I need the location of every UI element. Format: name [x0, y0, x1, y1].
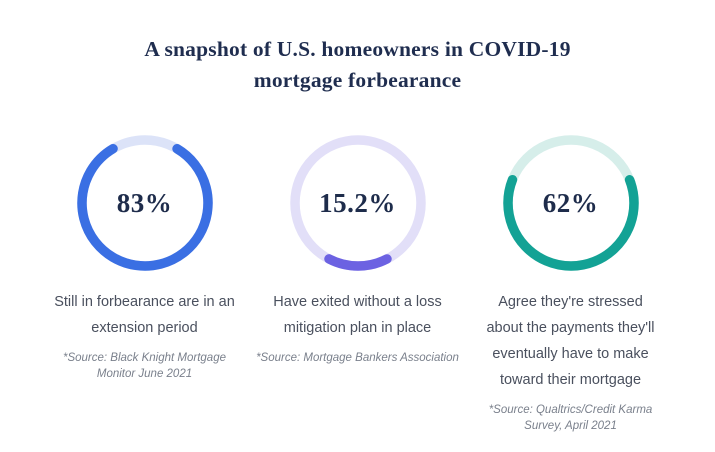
percent-value-label: 62%: [542, 187, 599, 218]
chart-column-forbearance-extension: 83% Still in forbearance are in an exten…: [38, 132, 251, 434]
chart-caption: Still in forbearance are in an extension…: [54, 294, 235, 336]
percent-value-label: 15.2%: [319, 187, 396, 218]
chart-source-note: *Source: Black Knight Mortgage Monitor J…: [62, 352, 226, 380]
chart-source-note: *Source: Mortgage Bankers Association: [256, 352, 459, 364]
chart-source-note: *Source: Qualtrics/Credit Karma Survey, …: [488, 404, 653, 432]
donut-value-arc: [76, 135, 213, 271]
page-title: A snapshot of U.S. homeowners in COVID-1…: [144, 37, 571, 92]
chart-caption: Agree they're stressed about the payment…: [486, 294, 655, 388]
percent-value-label: 83%: [116, 187, 173, 218]
donut-charts-row: 83% Still in forbearance are in an exten…: [0, 132, 715, 434]
donut-chart-83: 83%: [74, 132, 216, 274]
chart-column-stressed-payments: 62% Agree they're stressed about the pay…: [464, 132, 677, 434]
donut-value-arc: [502, 135, 639, 271]
donut-value-arc: [289, 135, 426, 271]
donut-ring-svg: [76, 135, 213, 271]
donut-chart-62: 62%: [500, 132, 642, 274]
chart-caption: Have exited without a loss mitigation pl…: [273, 294, 442, 336]
donut-ring-svg: [502, 135, 639, 271]
chart-column-exited-no-plan: 15.2% Have exited without a loss mitigat…: [251, 132, 464, 434]
donut-ring-svg: [289, 135, 426, 271]
donut-chart-15-2: 15.2%: [287, 132, 429, 274]
